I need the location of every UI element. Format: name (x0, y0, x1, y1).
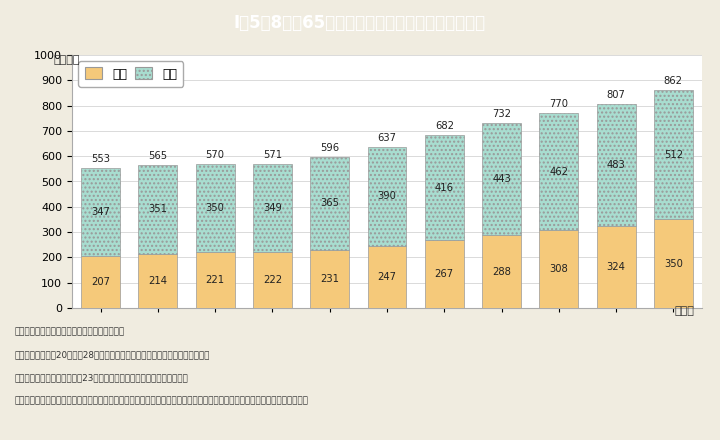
Bar (482, 123, 521, 235)
Text: ３．就業者数の平成23年値は，総務省が補完的に推計した値。: ３．就業者数の平成23年値は，総務省が補完的に推計した値。 (14, 374, 188, 382)
Text: 221: 221 (206, 275, 225, 285)
Bar (425, 240, 464, 308)
Text: 267: 267 (435, 269, 454, 279)
Bar (310, 249, 349, 308)
Text: 770: 770 (549, 99, 568, 110)
Bar (81, 256, 120, 308)
Bar (253, 164, 292, 252)
Text: 351: 351 (148, 205, 168, 214)
Bar (310, 157, 349, 249)
Text: 247: 247 (377, 272, 397, 282)
Text: 807: 807 (607, 90, 626, 100)
Text: 571: 571 (263, 150, 282, 160)
Bar (81, 168, 120, 256)
Text: 231: 231 (320, 274, 339, 284)
Text: 443: 443 (492, 174, 511, 184)
Bar (425, 135, 464, 240)
Text: 207: 207 (91, 277, 110, 287)
Text: （年）: （年） (675, 306, 695, 316)
Text: 462: 462 (549, 167, 568, 176)
Text: 862: 862 (664, 76, 683, 86)
Bar (367, 246, 407, 308)
Bar (654, 90, 693, 220)
Text: （万人）: （万人） (54, 55, 81, 65)
Text: 222: 222 (263, 275, 282, 285)
Text: 350: 350 (206, 203, 225, 213)
Bar (482, 235, 521, 308)
Bar (138, 254, 177, 308)
Text: 732: 732 (492, 109, 511, 119)
Text: 390: 390 (377, 191, 397, 201)
Bar (597, 226, 636, 308)
Bar (196, 164, 235, 252)
Bar (196, 252, 235, 308)
Text: 349: 349 (263, 203, 282, 213)
Bar (597, 104, 636, 226)
Text: 565: 565 (148, 151, 168, 161)
Legend: 女性, 男性: 女性, 男性 (78, 61, 184, 87)
Text: 347: 347 (91, 207, 110, 217)
Text: 570: 570 (206, 150, 225, 160)
Bar (654, 220, 693, 308)
Text: 214: 214 (148, 276, 168, 286)
Bar (253, 252, 292, 308)
Text: 553: 553 (91, 154, 110, 164)
Text: ４．就業者数は，小数点第１位を四捨五入しているため，女性及び男性の合計数と就業者総数が異なる場合がある。: ４．就業者数は，小数点第１位を四捨五入しているため，女性及び男性の合計数と就業者… (14, 396, 308, 405)
Text: 682: 682 (435, 121, 454, 132)
Text: 637: 637 (377, 133, 397, 143)
Text: I－5－8図　65歳以上の就業者数の推移（男女別）: I－5－8図 65歳以上の就業者数の推移（男女別） (234, 14, 486, 32)
Text: 288: 288 (492, 267, 511, 277)
Text: 512: 512 (664, 150, 683, 160)
Text: 416: 416 (435, 183, 454, 193)
Text: 365: 365 (320, 198, 339, 209)
Text: 483: 483 (607, 160, 626, 170)
Bar (138, 165, 177, 254)
Text: ２．平成20年から28年までの値は，時系列接続用数値を用いている。: ２．平成20年から28年までの値は，時系列接続用数値を用いている。 (14, 351, 210, 359)
Text: 350: 350 (664, 259, 683, 269)
Text: 596: 596 (320, 143, 339, 154)
Text: 308: 308 (549, 264, 568, 274)
Text: （備考）１．総務省「労働力調査」より作成。: （備考）１．総務省「労働力調査」より作成。 (14, 328, 125, 337)
Text: 324: 324 (607, 262, 626, 272)
Bar (539, 113, 578, 230)
Bar (539, 230, 578, 308)
Bar (367, 147, 407, 246)
